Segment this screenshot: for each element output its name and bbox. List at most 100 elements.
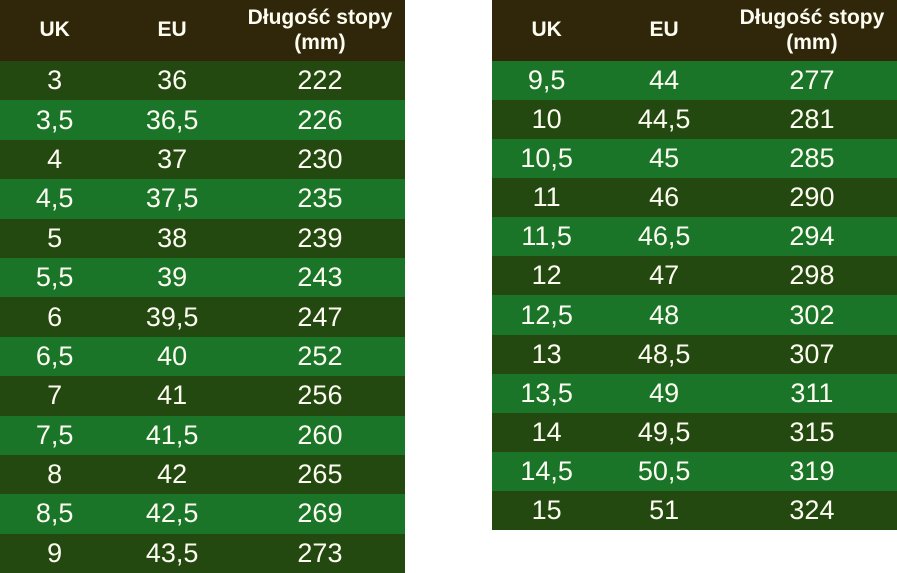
table-row: 3,5 36,5 226 xyxy=(0,100,405,140)
table-row: 13 48,5 307 xyxy=(492,334,897,374)
table-row: 8 42 265 xyxy=(0,454,405,495)
eu-size-cell: 40 xyxy=(157,340,188,371)
eu-size-cell: 36 xyxy=(157,65,188,96)
uk-size-cell: 11 xyxy=(532,182,561,213)
table-header: UK EU Długość stopy (mm) xyxy=(0,0,405,61)
foot-length-cell: 260 xyxy=(297,419,343,450)
foot-length-cell: 265 xyxy=(297,459,343,490)
size-table-right: UK EU Długość stopy (mm) 9,5 44 277 10 44,5 2… xyxy=(492,0,897,530)
eu-size-cell: 44 xyxy=(649,65,680,96)
uk-size-cell: 10,5 xyxy=(520,143,573,174)
header-uk: UK xyxy=(531,18,562,42)
table-row: 9,5 44 277 xyxy=(492,61,897,101)
uk-size-cell: 5,5 xyxy=(35,262,74,293)
table-row: 12,5 48 302 xyxy=(492,295,897,335)
eu-size-cell: 46,5 xyxy=(637,221,691,252)
eu-size-cell: 39,5 xyxy=(145,301,199,332)
eu-size-cell: 41 xyxy=(157,380,188,411)
foot-length-cell: 226 xyxy=(297,104,343,135)
foot-length-cell: 239 xyxy=(297,222,343,253)
table-row: 7 41 256 xyxy=(0,376,405,416)
table-row: 10 44,5 281 xyxy=(492,100,897,140)
foot-length-cell: 324 xyxy=(789,494,835,525)
table-body: 9,5 44 277 10 44,5 281 10,5 45 285 11 46 290 11,5 46,… xyxy=(492,61,897,530)
eu-size-cell: 48,5 xyxy=(637,338,691,369)
table-row: 3 36 222 xyxy=(0,61,405,101)
uk-size-cell: 12,5 xyxy=(520,299,573,330)
uk-size-cell: 12 xyxy=(531,260,562,291)
foot-length-cell: 319 xyxy=(789,455,835,486)
table-row: 4,5 37,5 235 xyxy=(0,179,405,219)
header-foot-length-line2: (mm) xyxy=(294,30,346,54)
foot-length-cell: 294 xyxy=(789,221,835,252)
table-row: 5 38 239 xyxy=(0,218,405,258)
table-row: 6,5 40 252 xyxy=(0,336,405,377)
foot-length-cell: 247 xyxy=(297,301,343,332)
table-row: 13,5 49 311 xyxy=(492,373,897,413)
eu-size-cell: 48 xyxy=(649,299,680,330)
eu-size-cell: 38 xyxy=(157,222,188,253)
eu-size-cell: 46 xyxy=(649,182,680,213)
uk-size-cell: 11,5 xyxy=(521,221,572,252)
foot-length-cell: 273 xyxy=(297,537,343,568)
foot-length-cell: 290 xyxy=(789,182,835,213)
uk-size-cell: 4 xyxy=(47,143,63,174)
table-row: 5,5 39 243 xyxy=(0,257,405,298)
header-foot-length-line2: (mm) xyxy=(786,30,838,54)
foot-length-cell: 256 xyxy=(297,380,343,411)
eu-size-cell: 45 xyxy=(649,143,680,174)
eu-size-cell: 43,5 xyxy=(145,537,199,568)
uk-size-cell: 6 xyxy=(47,301,63,332)
header-foot-length: Długość stopy (mm) xyxy=(727,6,897,54)
table-row: 11 46 290 xyxy=(492,178,897,218)
eu-size-cell: 50,5 xyxy=(637,455,691,486)
foot-length-cell: 243 xyxy=(297,262,343,293)
eu-size-cell: 49 xyxy=(649,377,680,408)
foot-length-cell: 252 xyxy=(297,340,343,371)
table-row: 12 47 298 xyxy=(492,256,897,296)
eu-size-cell: 51 xyxy=(649,494,680,525)
uk-size-cell: 7,5 xyxy=(35,419,74,450)
foot-length-cell: 222 xyxy=(297,65,343,96)
foot-length-cell: 311 xyxy=(790,377,834,408)
uk-size-cell: 7 xyxy=(47,380,63,411)
table-row: 14,5 50,5 319 xyxy=(492,451,897,491)
uk-size-cell: 9,5 xyxy=(527,65,566,96)
eu-size-cell: 42 xyxy=(157,459,188,490)
uk-size-cell: 8,5 xyxy=(35,498,74,529)
foot-length-cell: 315 xyxy=(789,416,835,447)
header-foot-length-line1: Długość stopy xyxy=(247,6,393,30)
table-row: 8,5 42,5 269 xyxy=(0,494,405,534)
foot-length-cell: 277 xyxy=(789,65,835,96)
eu-size-cell: 47 xyxy=(649,260,680,291)
table-row: 4 37 230 xyxy=(0,139,405,180)
eu-size-cell: 42,5 xyxy=(145,498,199,529)
foot-length-cell: 302 xyxy=(789,299,835,330)
eu-size-cell: 37,5 xyxy=(145,183,199,214)
table-row: 6 39,5 247 xyxy=(0,297,405,337)
table-row: 11,5 46,5 294 xyxy=(492,217,897,257)
table-body: 3 36 222 3,5 36,5 226 4 37 230 4,5 37,5 235 5 38 239 5,… xyxy=(0,61,405,573)
foot-length-cell: 230 xyxy=(297,143,343,174)
header-eu: EU xyxy=(157,18,187,42)
uk-size-cell: 3,5 xyxy=(35,104,74,135)
header-foot-length: Długość stopy (mm) xyxy=(235,6,405,54)
eu-size-cell: 39 xyxy=(157,262,188,293)
uk-size-cell: 9 xyxy=(47,537,63,568)
uk-size-cell: 13,5 xyxy=(520,377,573,408)
uk-size-cell: 6,5 xyxy=(35,340,74,371)
eu-size-cell: 44,5 xyxy=(637,104,691,135)
foot-length-cell: 235 xyxy=(297,183,343,214)
table-row: 10,5 45 285 xyxy=(492,139,897,179)
uk-size-cell: 13 xyxy=(531,338,562,369)
eu-size-cell: 36,5 xyxy=(145,104,199,135)
eu-size-cell: 37 xyxy=(157,143,188,174)
header-foot-length-line1: Długość stopy xyxy=(739,6,885,30)
uk-size-cell: 14 xyxy=(531,416,562,447)
table-header: UK EU Długość stopy (mm) xyxy=(492,0,897,61)
uk-size-cell: 8 xyxy=(47,459,63,490)
uk-size-cell: 3 xyxy=(47,65,63,96)
uk-size-cell: 15 xyxy=(531,494,562,525)
eu-size-cell: 49,5 xyxy=(637,416,691,447)
